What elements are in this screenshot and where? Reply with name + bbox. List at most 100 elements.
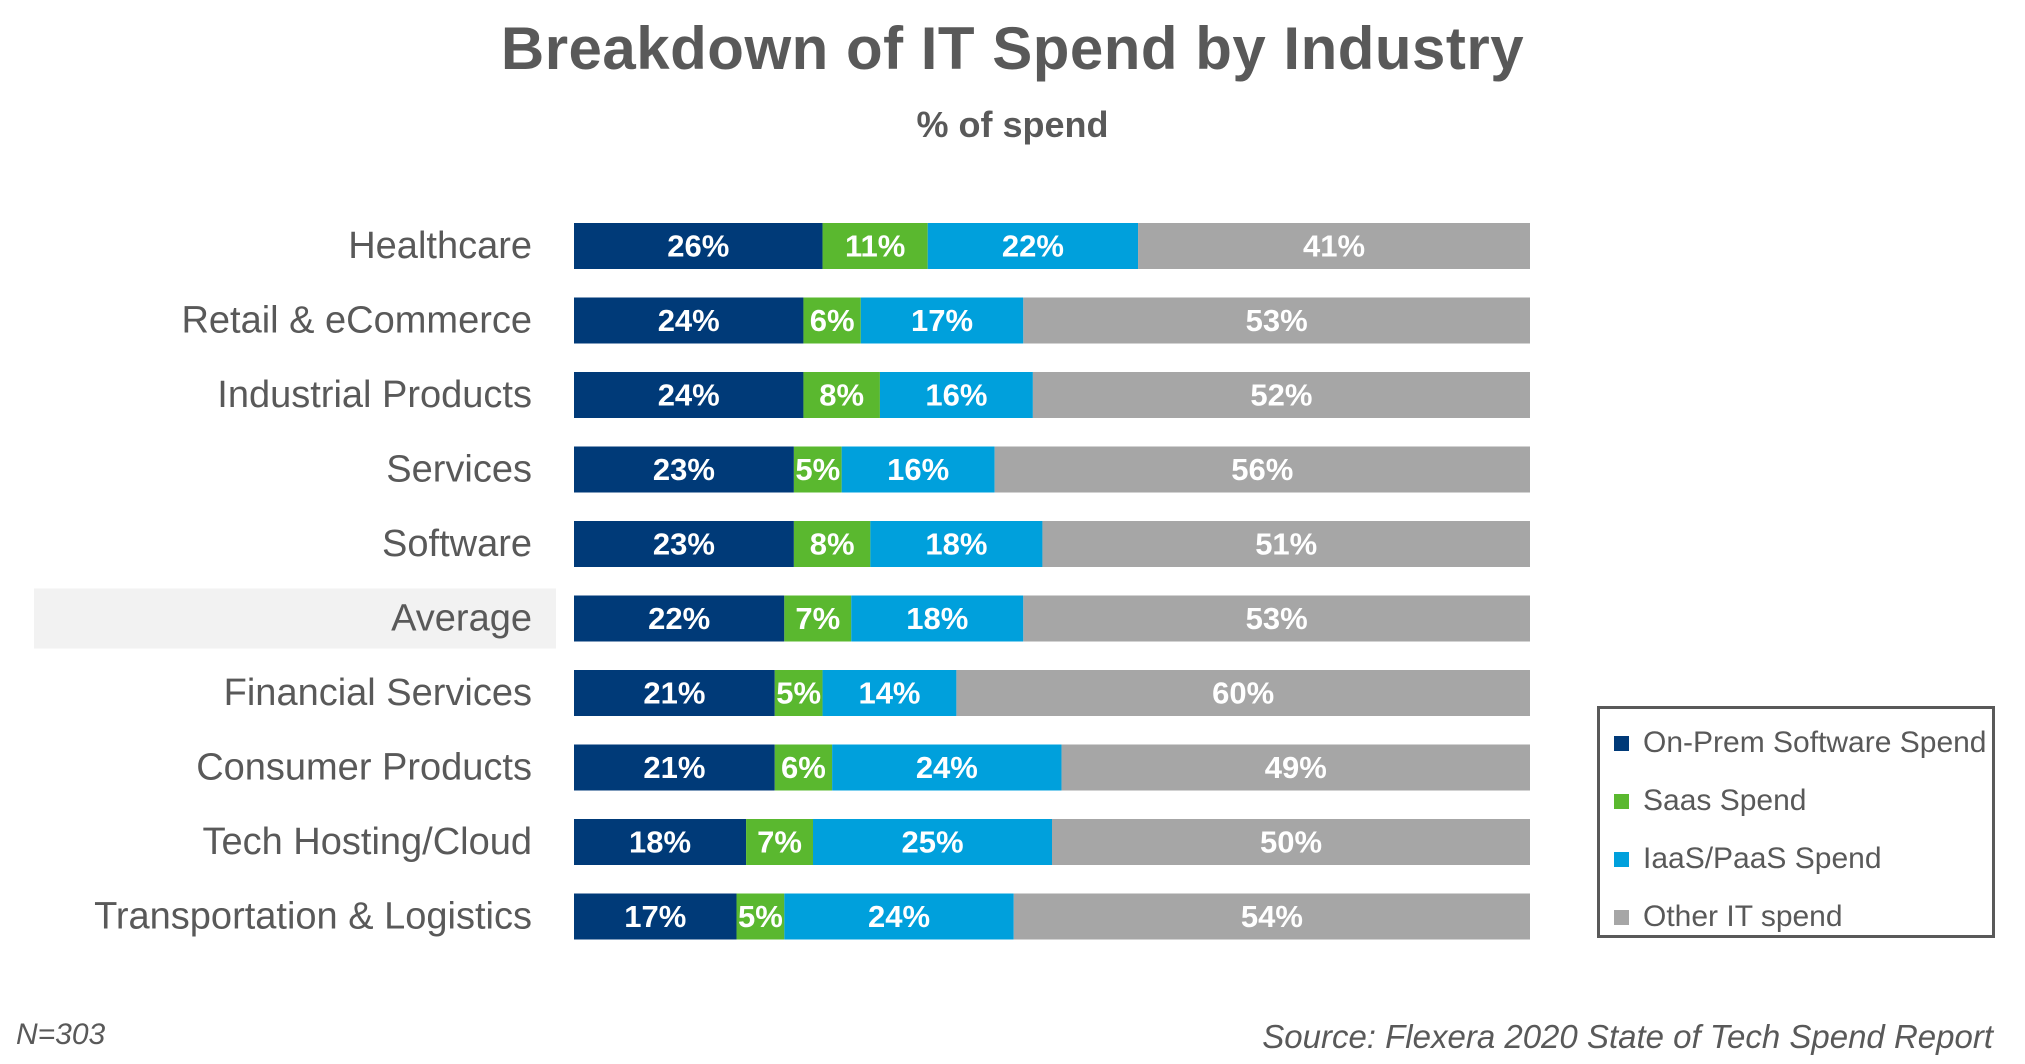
data-label-average-on-prem-software-spend: 22% <box>648 601 710 636</box>
data-label-healthcare-other-it-spend: 41% <box>1303 229 1365 264</box>
bar-healthcare-other-it-spend <box>1138 223 1530 269</box>
bar-healthcare-on-prem-software-spend <box>574 223 823 269</box>
bar-tech-hosting-cloud-iaas-paas-spend <box>813 819 1052 865</box>
bar-financial-services-other-it-spend <box>956 670 1530 716</box>
category-label-average: Average <box>391 598 532 640</box>
category-label-retail-ecommerce: Retail & eCommerce <box>181 300 532 342</box>
data-label-consumer-products-other-it-spend: 49% <box>1265 750 1327 785</box>
legend-swatch-saas <box>1614 793 1629 809</box>
legend-label-iaas-paas: IaaS/PaaS Spend <box>1643 842 1882 875</box>
data-label-tech-hosting-cloud-saas-spend: 7% <box>757 825 802 860</box>
category-label-consumer-products: Consumer Products <box>196 747 532 789</box>
highlight-band-average <box>34 588 556 649</box>
bar-consumer-products-other-it-spend <box>1061 744 1530 791</box>
category-label-financial-services: Financial Services <box>224 672 532 714</box>
data-label-average-other-it-spend: 53% <box>1246 601 1308 636</box>
data-label-financial-services-saas-spend: 5% <box>776 676 821 711</box>
bar-software-other-it-spend <box>1042 521 1530 567</box>
legend-swatch-iaas-paas <box>1614 851 1629 867</box>
highlight-layer <box>34 588 556 649</box>
category-labels: Healthcare Retail & eCommerce Industrial P… <box>94 225 532 938</box>
sample-size-note: N=303 <box>16 1018 106 1051</box>
legend: On-Prem Software Spend Saas Spend IaaS/P… <box>1597 706 1995 938</box>
data-label-software-saas-spend: 8% <box>810 527 855 562</box>
data-label-retail-ecommerce-on-prem-software-spend: 24% <box>658 303 720 338</box>
bar-average-other-it-spend <box>1023 595 1530 642</box>
legend-item-other: Other IT spend <box>1614 897 1843 937</box>
data-label-software-on-prem-software-spend: 23% <box>653 527 715 562</box>
data-label-financial-services-on-prem-software-spend: 21% <box>643 676 705 711</box>
category-label-healthcare: Healthcare <box>348 225 532 267</box>
bar-transportation-logistics-on-prem-software-spend <box>574 893 737 940</box>
source-note: Source: Flexera 2020 State of Tech Spend… <box>1262 1018 1993 1055</box>
legend-swatch-other <box>1614 909 1629 925</box>
data-label-consumer-products-saas-spend: 6% <box>781 750 826 785</box>
bar-retail-ecommerce-other-it-spend <box>1023 297 1530 344</box>
bar-tech-hosting-cloud-saas-spend <box>746 819 813 865</box>
data-label-tech-hosting-cloud-iaas-paas-spend: 25% <box>901 825 963 860</box>
data-label-financial-services-iaas-paas-spend: 14% <box>858 676 920 711</box>
bar-financial-services-iaas-paas-spend <box>822 670 957 716</box>
data-label-software-other-it-spend: 51% <box>1255 527 1317 562</box>
data-label-average-saas-spend: 7% <box>795 601 840 636</box>
bar-services-iaas-paas-spend <box>841 446 995 493</box>
bar-transportation-logistics-other-it-spend <box>1013 893 1530 940</box>
data-label-retail-ecommerce-iaas-paas-spend: 17% <box>911 303 973 338</box>
chart-title: Breakdown of IT Spend by Industry <box>500 15 1525 82</box>
bar-consumer-products-iaas-paas-spend <box>832 744 1062 791</box>
legend-item-iaas-paas: IaaS/PaaS Spend <box>1614 839 1882 879</box>
bar-industrial-products-on-prem-software-spend <box>574 372 804 418</box>
data-label-healthcare-on-prem-software-spend: 26% <box>667 229 729 264</box>
data-label-services-on-prem-software-spend: 23% <box>653 452 715 487</box>
data-label-industrial-products-other-it-spend: 52% <box>1250 378 1312 413</box>
data-label-services-other-it-spend: 56% <box>1231 452 1293 487</box>
data-label-transportation-logistics-other-it-spend: 54% <box>1241 899 1303 934</box>
bar-retail-ecommerce-iaas-paas-spend <box>860 297 1024 344</box>
bar-industrial-products-other-it-spend <box>1032 372 1530 418</box>
bar-software-on-prem-software-spend <box>574 521 794 567</box>
bars: 26% 11% 22% 41% 24% 6% 17% 53% 24% 8% 16% 52% 23% 5% 1… <box>574 223 1530 940</box>
bar-consumer-products-on-prem-software-spend <box>574 744 775 791</box>
category-label-services: Services <box>386 449 532 491</box>
bar-software-saas-spend <box>793 521 871 567</box>
bar-healthcare-iaas-paas-spend <box>927 223 1139 269</box>
data-label-average-iaas-paas-spend: 18% <box>906 601 968 636</box>
category-label-software: Software <box>382 523 532 565</box>
data-label-transportation-logistics-on-prem-software-spend: 17% <box>624 899 686 934</box>
chart-subtitle: % of spend <box>916 104 1109 145</box>
bar-transportation-logistics-iaas-paas-spend <box>784 893 1014 940</box>
bar-healthcare-saas-spend <box>822 223 928 269</box>
legend-label-on-prem: On-Prem Software Spend <box>1643 726 1987 759</box>
data-label-transportation-logistics-saas-spend: 5% <box>738 899 783 934</box>
bar-services-on-prem-software-spend <box>574 446 794 493</box>
bar-tech-hosting-cloud-other-it-spend <box>1052 819 1530 865</box>
bar-retail-ecommerce-on-prem-software-spend <box>574 297 804 344</box>
bar-transportation-logistics-saas-spend <box>736 893 785 940</box>
data-label-consumer-products-iaas-paas-spend: 24% <box>916 750 978 785</box>
bar-industrial-products-saas-spend <box>803 372 880 418</box>
bar-retail-ecommerce-saas-spend <box>803 297 861 344</box>
bar-software-iaas-paas-spend <box>870 521 1043 567</box>
category-label-tech-hosting-cloud: Tech Hosting/Cloud <box>202 821 532 863</box>
bar-services-other-it-spend <box>994 446 1530 493</box>
data-label-financial-services-other-it-spend: 60% <box>1212 676 1274 711</box>
data-label-tech-hosting-cloud-on-prem-software-spend: 18% <box>629 825 691 860</box>
data-label-industrial-products-iaas-paas-spend: 16% <box>925 378 987 413</box>
legend-swatch-on-prem <box>1614 735 1629 751</box>
bar-tech-hosting-cloud-on-prem-software-spend <box>574 819 747 865</box>
data-label-tech-hosting-cloud-other-it-spend: 50% <box>1260 825 1322 860</box>
category-label-transportation-logistics: Transportation & Logistics <box>94 896 532 938</box>
legend-label-saas: Saas Spend <box>1643 784 1807 817</box>
bar-industrial-products-iaas-paas-spend <box>879 372 1033 418</box>
data-label-retail-ecommerce-saas-spend: 6% <box>810 303 855 338</box>
bar-average-iaas-paas-spend <box>851 595 1024 642</box>
bar-services-saas-spend <box>793 446 842 493</box>
data-label-healthcare-saas-spend: 11% <box>845 229 905 264</box>
data-label-healthcare-iaas-paas-spend: 22% <box>1002 229 1064 264</box>
bar-financial-services-on-prem-software-spend <box>574 670 775 716</box>
bar-average-on-prem-software-spend <box>574 595 785 642</box>
category-label-industrial-products: Industrial Products <box>217 374 532 416</box>
legend-item-saas: Saas Spend <box>1614 781 1806 821</box>
bar-average-saas-spend <box>784 595 852 642</box>
